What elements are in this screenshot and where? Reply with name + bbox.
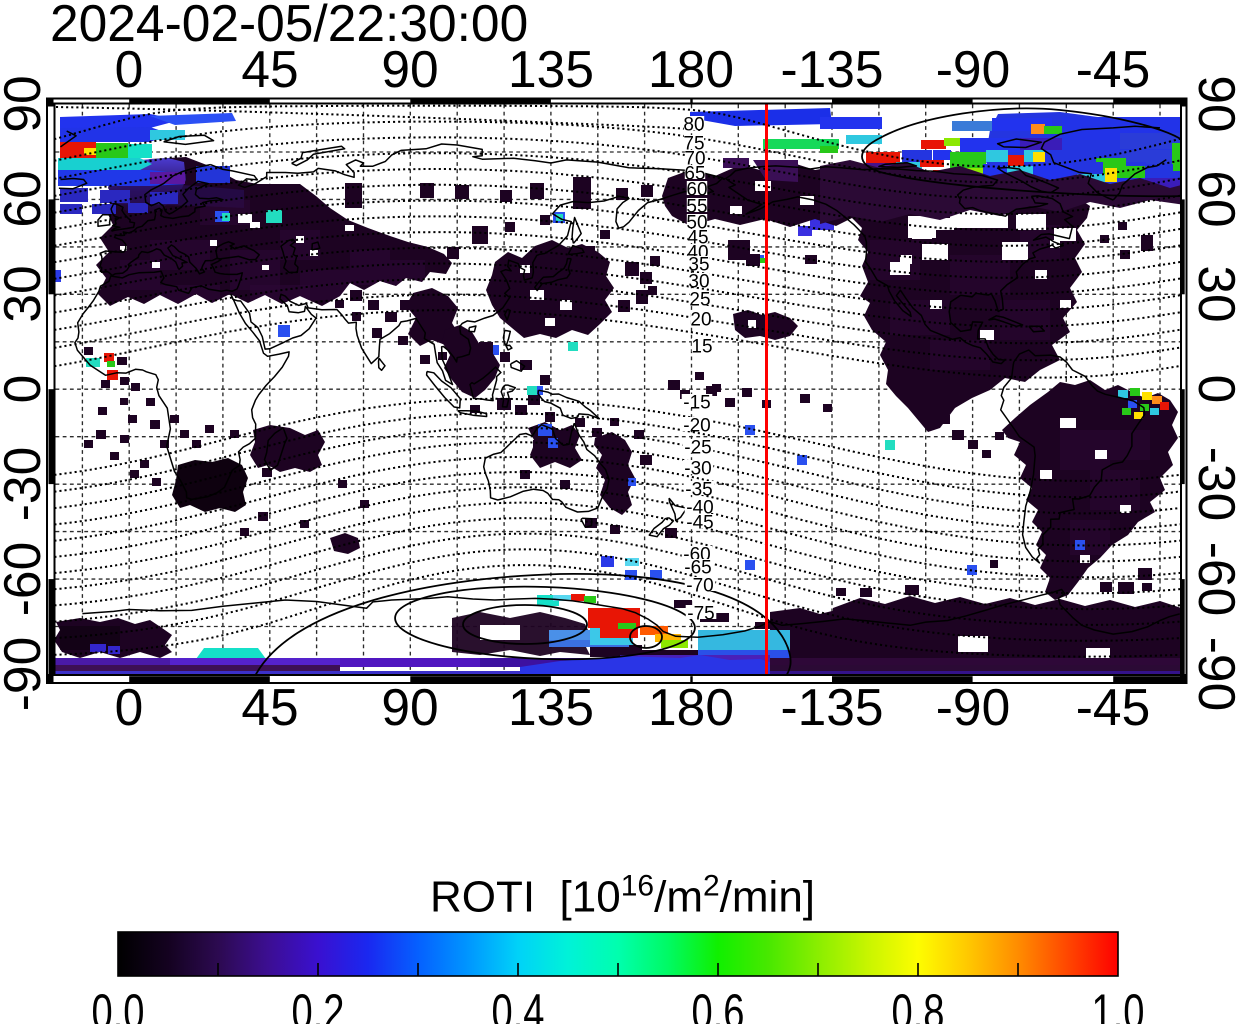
- svg-text:0: 0: [1188, 375, 1240, 404]
- svg-text:60: 60: [1188, 170, 1240, 227]
- svg-text:30: 30: [1188, 265, 1240, 322]
- svg-text:-65: -65: [684, 558, 711, 579]
- svg-text:0.2: 0.2: [292, 984, 345, 1024]
- svg-text:20: 20: [690, 310, 711, 331]
- svg-text:0.8: 0.8: [892, 984, 945, 1024]
- svg-text:35: 35: [688, 255, 709, 276]
- svg-text:90: 90: [381, 40, 438, 98]
- svg-text:-45: -45: [686, 513, 713, 534]
- svg-text:-45: -45: [1076, 40, 1150, 98]
- svg-text:-135: -135: [780, 678, 883, 736]
- svg-text:65: 65: [684, 164, 705, 185]
- svg-text:2024-02-05/22:30:00: 2024-02-05/22:30:00: [50, 0, 528, 52]
- svg-text:-135: -135: [780, 40, 883, 98]
- svg-text:-40: -40: [686, 498, 713, 519]
- svg-text:75: 75: [683, 134, 704, 155]
- svg-text:-75: -75: [687, 604, 714, 625]
- svg-text:0: 0: [115, 678, 144, 736]
- svg-text:-90: -90: [1188, 637, 1240, 711]
- svg-text:0.4: 0.4: [492, 984, 545, 1024]
- svg-text:-20: -20: [683, 416, 710, 437]
- svg-text:-30: -30: [0, 447, 51, 521]
- svg-text:15: 15: [691, 337, 712, 358]
- svg-text:45: 45: [687, 228, 708, 249]
- svg-text:60: 60: [686, 180, 707, 201]
- svg-text:30: 30: [688, 272, 709, 293]
- svg-text:-60: -60: [1188, 542, 1240, 616]
- svg-text:30: 30: [0, 265, 51, 322]
- svg-text:-90: -90: [0, 637, 51, 711]
- svg-text:90: 90: [1188, 75, 1240, 132]
- svg-text:-30: -30: [684, 459, 711, 480]
- svg-text:90: 90: [0, 75, 51, 132]
- svg-text:70: 70: [684, 149, 705, 170]
- svg-text:60: 60: [0, 170, 51, 227]
- svg-text:135: 135: [508, 678, 594, 736]
- svg-text:-90: -90: [936, 40, 1010, 98]
- svg-text:-60: -60: [0, 542, 51, 616]
- svg-text:-30: -30: [1188, 447, 1240, 521]
- svg-text:-90: -90: [936, 678, 1010, 736]
- svg-text:-35: -35: [685, 480, 712, 501]
- svg-text:55: 55: [686, 197, 707, 218]
- svg-text:0.6: 0.6: [692, 984, 745, 1024]
- svg-text:-70: -70: [686, 576, 713, 597]
- svg-text:50: 50: [686, 213, 707, 234]
- svg-text:-45: -45: [1076, 678, 1150, 736]
- svg-text:45: 45: [241, 678, 298, 736]
- svg-text:1.0: 1.0: [1092, 984, 1145, 1024]
- svg-text:90: 90: [381, 678, 438, 736]
- svg-text:-15: -15: [683, 393, 710, 414]
- svg-text:80: 80: [683, 115, 704, 136]
- svg-text:0: 0: [0, 375, 51, 404]
- svg-text:25: 25: [689, 290, 710, 311]
- svg-text:180: 180: [648, 678, 734, 736]
- svg-text:-25: -25: [684, 438, 711, 459]
- svg-text:135: 135: [508, 40, 594, 98]
- svg-text:0.0: 0.0: [92, 984, 145, 1024]
- svg-text:180: 180: [648, 40, 734, 98]
- svg-text:45: 45: [241, 40, 298, 98]
- svg-text:0: 0: [115, 40, 144, 98]
